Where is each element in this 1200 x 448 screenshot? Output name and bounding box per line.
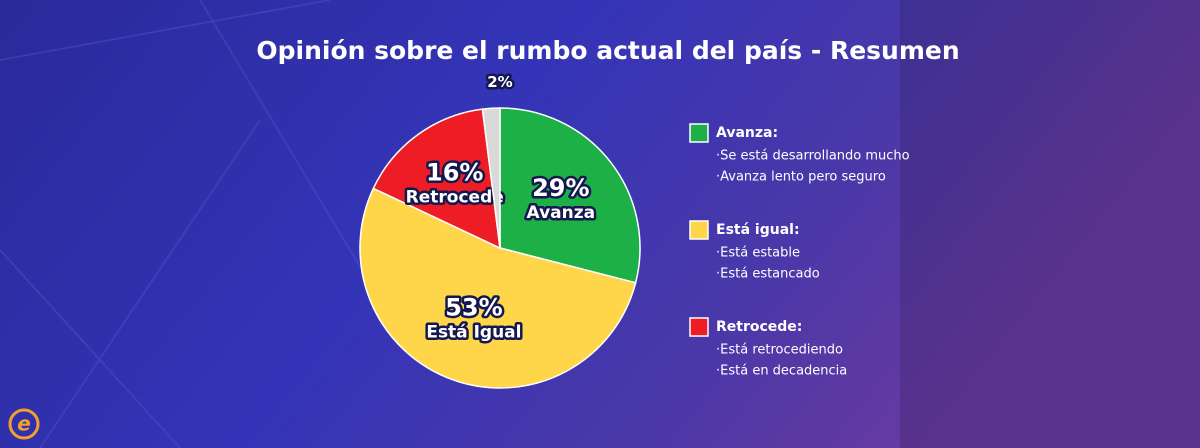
value-label: 29% <box>532 174 589 202</box>
logo: e <box>8 408 40 440</box>
legend-line: ·Se está desarrollando mucho <box>716 149 910 164</box>
value-label: 2% <box>487 73 512 91</box>
legend-line: ·Avanza lento pero seguro <box>716 170 886 185</box>
legend-swatch <box>689 317 709 337</box>
legend-title: Está igual: <box>716 222 800 238</box>
legend-line: ·Está en decadencia <box>716 364 847 379</box>
legend-title: Retrocede: <box>716 319 802 335</box>
value-label: 53% <box>445 293 502 321</box>
decor-lines <box>0 0 381 448</box>
logo-ring <box>8 408 40 440</box>
legend-line: ·Está estable <box>716 246 800 261</box>
photo-shade <box>900 0 1200 448</box>
legend-swatch <box>689 123 709 143</box>
value-label: 16% <box>426 159 483 187</box>
legend-title: Avanza: <box>716 125 778 141</box>
legend-line: ·Está retrocediendo <box>716 343 843 358</box>
logo-text: e <box>17 412 31 436</box>
category-label: Avanza <box>527 203 596 223</box>
category-label: Retrocede <box>406 188 504 208</box>
pie-slice <box>359 187 637 389</box>
pie-slice <box>372 108 501 250</box>
legend-swatch <box>689 220 709 240</box>
chart-title: Opinión sobre el rumbo actual del país -… <box>256 36 959 65</box>
pie-slice <box>481 107 501 249</box>
legend-line: ·Está estancado <box>716 267 820 282</box>
pie-slice <box>499 107 641 284</box>
category-label: Está Igual <box>426 322 521 342</box>
